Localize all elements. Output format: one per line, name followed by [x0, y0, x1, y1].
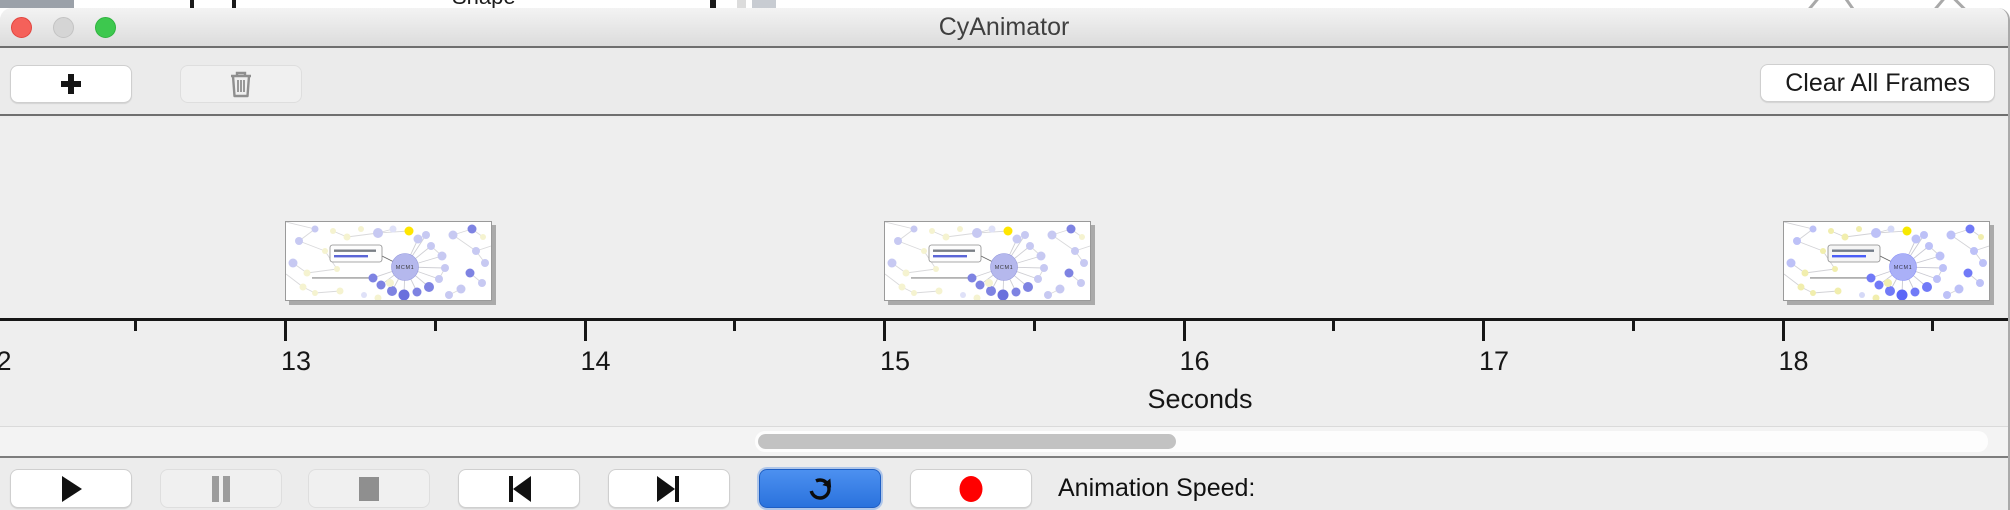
timeline-panel[interactable]: MCM1 MCM1 MCM1 12 13 14 15 16 17 18 Seconds [0, 118, 2008, 426]
stop-button[interactable] [308, 469, 430, 508]
axis-minor-tick [1931, 321, 1935, 331]
axis-major-tick [1781, 321, 1785, 341]
axis-minor-tick [1332, 321, 1336, 331]
background-edge-fragment [1952, 0, 1967, 8]
background-edge-fragment [1807, 0, 1820, 8]
toolbar-separator [0, 114, 2008, 116]
axis-major-tick [583, 321, 587, 341]
minimize-button[interactable] [53, 17, 74, 38]
timeline-axis [0, 318, 2008, 321]
skip-start-icon [509, 475, 531, 502]
background-column-header: Shape [452, 0, 516, 8]
axis-major-tick [284, 321, 287, 341]
animation-speed-label: Animation Speed: [1058, 474, 1256, 502]
frame-toolbar: Clear All Frames [0, 48, 2008, 116]
axis-tick-label: 16 [1179, 346, 1210, 376]
axis-tick-label: 13 [280, 346, 312, 376]
axis-tick-label: 12 [0, 346, 12, 377]
timeline-scrollbar[interactable] [0, 426, 2008, 456]
axis-tick-label: 15 [879, 346, 911, 376]
trash-icon [231, 71, 251, 98]
axis-major-tick [883, 321, 886, 341]
network-hub-label: MCM1 [396, 265, 415, 271]
axis-minor-tick [733, 321, 737, 331]
playback-controls: Animation Speed: [0, 456, 2008, 510]
close-button[interactable] [11, 17, 32, 38]
play-button[interactable] [10, 469, 132, 508]
background-panel-fragment [0, 0, 74, 8]
clear-all-frames-button[interactable]: Clear All Frames [1760, 64, 1995, 102]
add-frame-button[interactable] [10, 65, 132, 103]
titlebar[interactable]: CyAnimator [0, 8, 2008, 48]
axis-tick-label: 17 [1478, 346, 1510, 376]
pause-button[interactable] [160, 469, 282, 508]
record-button[interactable] [910, 469, 1032, 508]
background-window-sliver: Shape [0, 0, 2010, 8]
axis-tick-label: 14 [580, 346, 611, 376]
axis-major-tick [1182, 321, 1186, 341]
network-thumbnail: MCM1 [885, 222, 1090, 300]
play-icon [62, 475, 82, 502]
skip-end-icon [657, 475, 679, 502]
step-to-end-button[interactable] [608, 469, 730, 508]
network-thumbnail: MCM1 [286, 222, 491, 300]
network-hub-label: MCM1 [1893, 265, 1912, 271]
record-icon [959, 475, 983, 502]
network-hub-label: MCM1 [995, 265, 1014, 271]
background-fragment [737, 0, 746, 8]
axis-minor-tick [134, 321, 138, 331]
axis-unit-label: Seconds [1147, 384, 1253, 414]
plus-icon [61, 74, 81, 94]
step-to-start-button[interactable] [458, 469, 580, 508]
zoom-button[interactable] [95, 17, 116, 38]
pause-icon [212, 475, 230, 502]
network-thumbnail: MCM1 [1783, 222, 1989, 300]
axis-tick-label: 18 [1778, 346, 1809, 376]
loop-button[interactable] [759, 469, 881, 508]
axis-minor-tick [1032, 321, 1036, 331]
frame-thumbnail[interactable]: MCM1 [285, 221, 492, 301]
frame-thumbnail[interactable]: MCM1 [1782, 221, 1990, 301]
frame-thumbnail[interactable]: MCM1 [884, 221, 1091, 301]
cyanimator-window: CyAnimator Clear All Frames MCM1 MCM1 MCM1 [0, 8, 2010, 510]
delete-frame-button[interactable] [180, 65, 302, 103]
axis-minor-tick [1631, 321, 1635, 331]
table-border-fragment [232, 0, 236, 8]
stop-icon [359, 476, 379, 501]
axis-major-tick [1482, 321, 1485, 341]
scrollbar-thumb[interactable] [758, 434, 1176, 449]
table-border-fragment [710, 0, 716, 8]
background-fragment [752, 0, 776, 8]
background-edge-fragment [1933, 0, 1946, 8]
background-edge-fragment [1843, 0, 1856, 8]
window-title: CyAnimator [938, 13, 1070, 41]
loop-icon [809, 477, 832, 500]
axis-minor-tick [433, 321, 437, 331]
table-border-fragment [190, 0, 194, 8]
